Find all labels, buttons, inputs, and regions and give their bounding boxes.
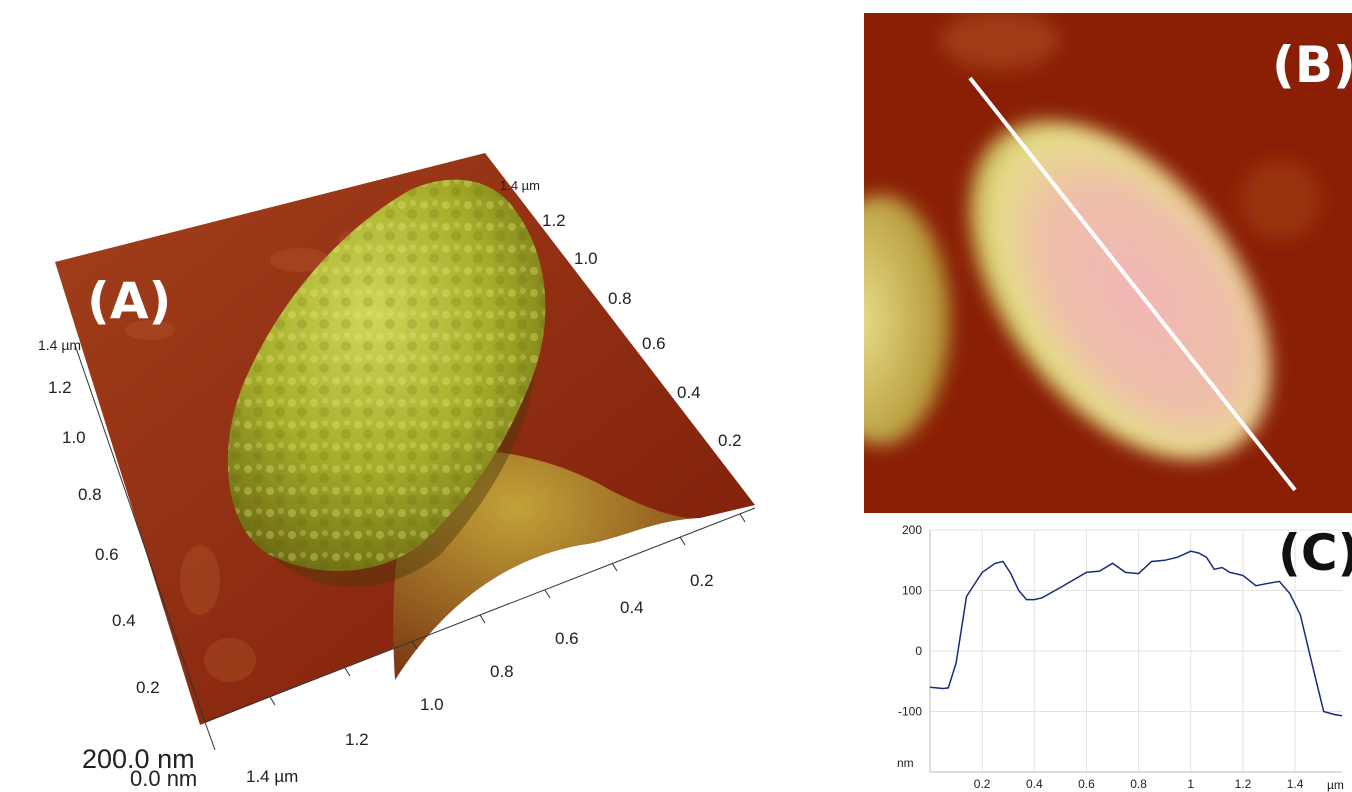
- z-max-label: 200.0 nm: [82, 744, 195, 774]
- series: [929, 550, 1343, 717]
- y-tick-label: 1.4 µm: [38, 337, 81, 353]
- back-tick-label: 0.2: [718, 431, 742, 450]
- x-tick-label: 0.8: [1130, 777, 1147, 791]
- bacterium-3d-texture: [227, 179, 546, 572]
- x-axis-label: µm: [1327, 778, 1344, 792]
- y-axis-label: nm: [897, 756, 914, 770]
- y-tick-label: 0: [915, 644, 922, 658]
- afm-bg-highlight: [1240, 160, 1320, 240]
- grid: [930, 529, 1342, 772]
- y-tick-label: 0.4: [112, 611, 136, 630]
- tick-labels: 200 100 0 -100 0.2 0.4 0.6 0.8 1 1.2 1.4: [898, 523, 1304, 791]
- x-tick-label: 0.4: [1026, 777, 1043, 791]
- y-tick-label: -100: [898, 705, 922, 719]
- y-tick-label: 0.2: [136, 678, 160, 697]
- panel-b-afm-image: (B): [864, 13, 1352, 513]
- back-tick-label: 1.0: [574, 249, 598, 268]
- z-axis-line: [204, 721, 216, 751]
- x-tick-label: 1.0: [420, 695, 444, 714]
- y-tick-label: 0.8: [78, 485, 102, 504]
- panel-b-label: (B): [1272, 36, 1352, 94]
- panel-c-height-profile: 200 100 0 -100 0.2 0.4 0.6 0.8 1 1.2 1.4 nm µm (C): [897, 523, 1352, 792]
- profile-series-line: [929, 550, 1343, 717]
- y-tick-label: 0.6: [95, 545, 119, 564]
- y-tick-label: 100: [902, 584, 922, 598]
- back-tick-label: 1.4 µm: [500, 178, 540, 193]
- z-min-label: 0.0 nm: [130, 766, 197, 791]
- x-tick-label: 0.2: [690, 571, 714, 590]
- x-tick-label: 1.4 µm: [246, 767, 298, 786]
- neighbor-cell: [393, 449, 700, 680]
- x-tick-label: 1.4: [1287, 777, 1304, 791]
- y-tick-label: 1.0: [62, 428, 86, 447]
- x-tick-label: 0.8: [490, 662, 514, 681]
- y-tick-label: 1.2: [48, 378, 72, 397]
- afm-neighbor-cell: [864, 195, 950, 445]
- y-axis-line: [74, 344, 206, 723]
- y-tick-label: 200: [902, 523, 922, 537]
- x-tick-label: 1.2: [1235, 777, 1252, 791]
- panel-a-label: (A): [87, 272, 171, 330]
- back-tick-label: 1.2: [542, 211, 566, 230]
- back-tick-label: 0.4: [677, 383, 701, 402]
- back-axis-ticks: 0.2 0.4 0.6 0.8 1.0 1.2 1.4 µm: [500, 178, 742, 450]
- surface-edge: [395, 505, 755, 680]
- bacterium-3d-shadow: [270, 370, 535, 587]
- x-tick-label: 1: [1187, 777, 1194, 791]
- back-tick-label: 0.6: [642, 334, 666, 353]
- axes: [929, 530, 1342, 773]
- x-tick-marks: [269, 513, 746, 706]
- x-axis-ticks: 0.2 0.4 0.6 0.8 1.0 1.2 1.4 µm: [246, 571, 714, 786]
- panel-a-3d-surface: 0.2 0.4 0.6 0.8 1.0 1.2 1.4 µm 0.2 0.4 0…: [38, 153, 756, 791]
- back-tick-label: 0.8: [608, 289, 632, 308]
- x-tick-label: 0.6: [555, 629, 579, 648]
- y-axis-ticks: 0.2 0.4 0.6 0.8 1.0 1.2 1.4 µm: [38, 337, 160, 697]
- x-tick-label: 0.4: [620, 598, 644, 617]
- x-tick-label: 1.2: [345, 730, 369, 749]
- x-tick-label: 0.6: [1078, 777, 1095, 791]
- panel-c-label: (C): [1278, 524, 1352, 582]
- profile-line: [968, 76, 1297, 492]
- x-tick-label: 0.2: [974, 777, 991, 791]
- afm-bacterium: [969, 120, 1271, 460]
- afm-bg-highlight: [940, 13, 1060, 70]
